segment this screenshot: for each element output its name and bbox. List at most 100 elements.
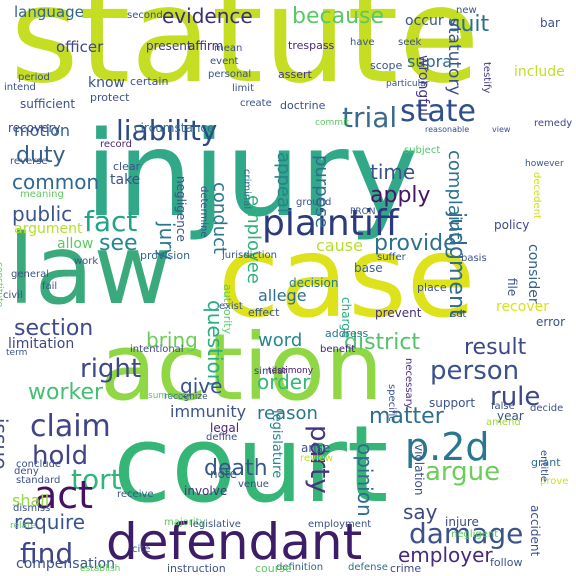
word-necessary: necessary	[403, 358, 414, 409]
word-year: year	[497, 409, 524, 423]
word-negligence: negligence	[174, 176, 188, 242]
word-have: have	[350, 37, 375, 48]
word-period: period	[18, 72, 50, 83]
word-immunity: immunity	[170, 402, 247, 421]
word-place: place	[417, 281, 447, 294]
word-term: term	[6, 348, 28, 358]
word-recovery: recovery	[8, 121, 61, 135]
word-tort: tort	[71, 463, 122, 496]
word-course: course	[255, 562, 292, 575]
word-order: order	[257, 370, 311, 394]
word-state: state	[400, 94, 476, 129]
word-affirm: affirm	[188, 39, 224, 53]
word-majority: majority	[164, 517, 206, 528]
word-supra: supra	[407, 52, 453, 71]
word-conclude: conclude	[16, 459, 62, 470]
word-general: general	[11, 269, 50, 280]
word-grant: grant	[531, 456, 561, 469]
word-limitation: limitation	[8, 336, 75, 352]
word-policy: policy	[494, 218, 530, 232]
word-follow: follow	[490, 556, 523, 569]
word-district: district	[344, 330, 421, 355]
word-decedent: decedent	[531, 172, 542, 219]
word-suit: suit	[449, 12, 490, 37]
word-effect: effect	[248, 306, 280, 319]
word-entitle: entitle	[538, 450, 549, 483]
word-time: time	[370, 160, 416, 184]
word-define: define	[206, 432, 238, 443]
word-ground: ground	[296, 197, 332, 208]
word-public: public	[12, 202, 73, 226]
word-mean: mean	[214, 43, 243, 54]
word-determine: determine	[198, 186, 209, 238]
word-compensation: compensation	[16, 556, 115, 572]
word-present: present	[146, 39, 192, 53]
word-death: death	[204, 456, 268, 481]
word-know: know	[88, 75, 125, 91]
word-damage: damage	[409, 517, 524, 550]
word-decide: decide	[530, 403, 564, 414]
word-doctrine: doctrine	[280, 99, 326, 112]
word-subject: subject	[404, 145, 441, 156]
word-remedy: remedy	[534, 118, 573, 129]
word-apply: apply	[370, 183, 431, 208]
word-deny: deny	[14, 466, 39, 477]
word-defendant: defendant	[106, 513, 363, 571]
word-liability: liability	[116, 114, 218, 147]
word-injury: injury	[85, 105, 419, 243]
word-argue: argue	[425, 457, 501, 487]
word-testimony: testimony	[268, 366, 314, 376]
word-judgment: judgment	[444, 212, 469, 318]
word-definition: definition	[276, 562, 324, 573]
word-section: section	[14, 316, 94, 341]
word-support: support	[429, 396, 476, 410]
word-language: language	[14, 3, 84, 21]
word-meaning: meaning	[20, 189, 64, 200]
word-scope: scope	[370, 59, 403, 72]
word-motion: motion	[14, 121, 71, 140]
word-receive: receive	[117, 489, 154, 500]
word-because: because	[292, 4, 385, 29]
word-case: case	[218, 213, 476, 343]
word-action: action	[100, 314, 384, 421]
word-dismiss: dismiss	[13, 503, 51, 514]
word-purpose: purpose	[311, 155, 332, 229]
word-result: result	[464, 335, 527, 360]
word-see: see	[99, 231, 138, 256]
word-seek: seek	[398, 37, 422, 48]
word-authority: authority	[221, 284, 234, 335]
word-occur: occur	[405, 13, 444, 29]
word-defense: defense	[348, 562, 388, 573]
word-legislature: legislature	[269, 410, 284, 479]
word-consider: consider	[525, 244, 541, 304]
word-decision: decision	[289, 276, 339, 290]
word-rule: rule	[490, 382, 541, 412]
word-record: record	[100, 139, 132, 150]
word-common: common	[12, 170, 100, 194]
word-person: person	[430, 356, 520, 386]
word-view: view	[492, 125, 511, 134]
word-intend: intend	[4, 82, 36, 93]
word-suffer: suffer	[377, 252, 406, 263]
word-particular: particular	[386, 79, 430, 89]
word-find: find	[20, 537, 74, 570]
word-intentional: intentional	[130, 344, 184, 355]
word-argument: argument	[14, 221, 83, 237]
word-benefit: benefit	[320, 344, 356, 355]
word-exist: exist	[219, 301, 243, 312]
word-violation: violation	[412, 444, 426, 496]
word-instruction: instruction	[167, 562, 226, 575]
word-opinion: opinion	[353, 443, 377, 517]
word-criminal: criminal	[241, 169, 252, 210]
word-recognize: recognize	[164, 392, 208, 402]
word-conduct: conduct	[209, 182, 230, 255]
word-event: event	[210, 56, 239, 67]
word-commit: commit	[315, 118, 350, 128]
word-shall: shall	[12, 491, 50, 510]
word-testify: testify	[481, 62, 492, 94]
word-crime: crime	[390, 562, 422, 575]
word-include: include	[514, 64, 565, 80]
word-pron: PRON	[350, 207, 376, 217]
word-word: word	[258, 330, 303, 351]
